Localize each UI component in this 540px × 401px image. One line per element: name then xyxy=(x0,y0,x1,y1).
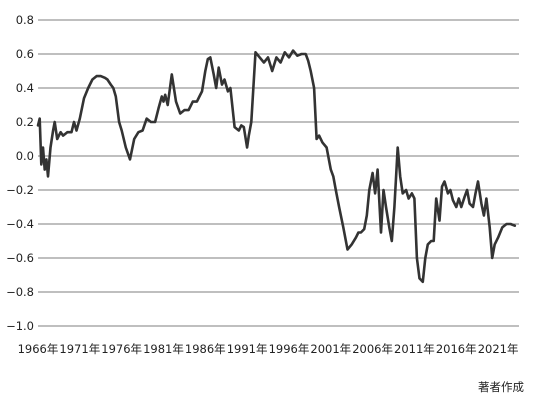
x-tick-label: 2021年 xyxy=(478,342,519,356)
y-tick-label: 0.0 xyxy=(16,149,34,163)
y-tick-label: −0.6 xyxy=(6,251,34,265)
x-tick-label: 2001年 xyxy=(310,342,351,356)
series-line xyxy=(36,49,517,284)
y-tick-label: −0.8 xyxy=(6,285,34,299)
x-tick-label: 1981年 xyxy=(143,342,184,356)
y-axis-tick-labels: 0.8 0.6 0.4 0.2 0.0 −0.2 −0.4 −0.6 −0.8 −1.0 xyxy=(6,13,34,333)
x-tick-label: 2011年 xyxy=(394,342,435,356)
y-tick-label: 0.2 xyxy=(16,115,34,129)
x-axis-tick-labels: 1966年 1971年 1976年 1981年 1986年 1991年 1996年 2001年… xyxy=(18,342,519,356)
x-tick-label: 1966年 xyxy=(18,342,59,356)
y-tick-label: −0.4 xyxy=(6,217,34,231)
series-layer xyxy=(36,49,517,284)
y-tick-label: −0.2 xyxy=(6,183,34,197)
source-note: 著者作成 xyxy=(478,380,524,394)
x-tick-label: 1971年 xyxy=(59,342,100,356)
x-tick-label: 1976年 xyxy=(101,342,142,356)
y-tick-label: −1.0 xyxy=(6,319,34,333)
x-tick-label: 2016年 xyxy=(436,342,477,356)
y-tick-label: 0.6 xyxy=(16,47,34,61)
x-tick-label: 2006年 xyxy=(352,342,393,356)
y-tick-label: 0.8 xyxy=(16,13,34,27)
y-tick-label: 0.4 xyxy=(16,81,34,95)
gridlines xyxy=(38,19,519,327)
x-tick-label: 1986年 xyxy=(185,342,226,356)
x-tick-label: 1996年 xyxy=(269,342,310,356)
x-tick-label: 1991年 xyxy=(227,342,268,356)
